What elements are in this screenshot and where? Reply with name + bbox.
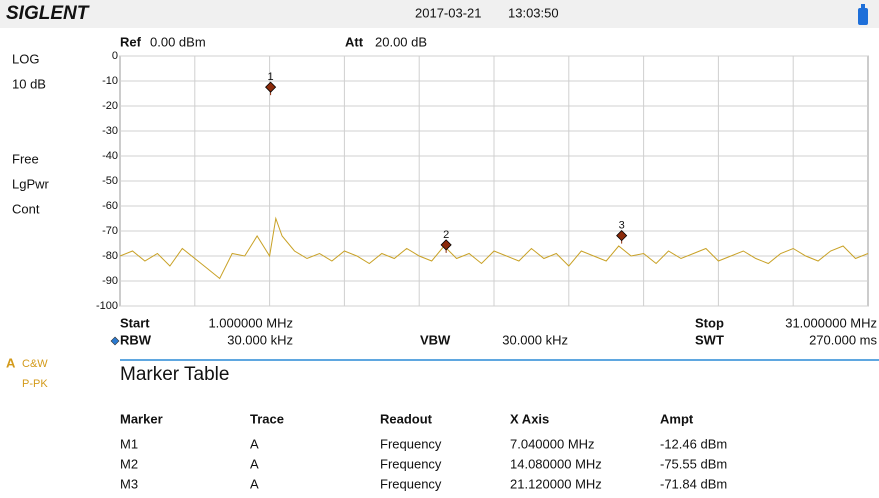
sweep: Cont bbox=[12, 201, 40, 216]
vbw-value: 30.000 kHz bbox=[502, 332, 568, 347]
marker-table: Marker Trace Readout X Axis Ampt M1 A Frequency… bbox=[120, 411, 727, 491]
ref-value: 0.00 dBm bbox=[150, 34, 206, 49]
rbw-value: 30.000 kHz bbox=[227, 332, 293, 347]
y-tick-label: -20 bbox=[102, 100, 118, 112]
column-header: Ampt bbox=[660, 411, 694, 426]
rbw-icon bbox=[110, 336, 120, 346]
table-cell: 14.080000 MHz bbox=[510, 456, 602, 471]
marker bbox=[440, 239, 452, 251]
column-header: X Axis bbox=[510, 411, 549, 426]
trace-id: A bbox=[6, 355, 16, 370]
column-header: Marker bbox=[120, 411, 163, 426]
swt-label: SWT bbox=[695, 332, 724, 347]
table-cell: M1 bbox=[120, 436, 138, 451]
free: Free bbox=[12, 151, 39, 166]
stop-label: Stop bbox=[695, 315, 724, 330]
start-value: 1.000000 MHz bbox=[208, 315, 293, 330]
table-cell: -12.46 dBm bbox=[660, 436, 727, 451]
att-label: Att bbox=[345, 34, 364, 49]
start-label: Start bbox=[120, 315, 150, 330]
marker bbox=[616, 230, 628, 242]
table-cell: Frequency bbox=[380, 456, 442, 471]
column-header: Trace bbox=[250, 411, 284, 426]
table-cell: Frequency bbox=[380, 476, 442, 491]
table-cell: M3 bbox=[120, 476, 138, 491]
date: 2017-03-21 bbox=[415, 5, 482, 20]
table-cell: -75.55 dBm bbox=[660, 456, 727, 471]
vbw-label: VBW bbox=[420, 332, 451, 347]
plot: 0 -10 -20 -30 -40 -50 -60 -70 -80 -90 -100 1 2 3 bbox=[96, 50, 869, 312]
trace-mode: C&W bbox=[22, 358, 48, 370]
table-cell: A bbox=[250, 436, 259, 451]
marker-table-title: Marker Table bbox=[120, 364, 229, 385]
marker-label: 1 bbox=[268, 71, 274, 83]
scale-div: 10 dB bbox=[12, 76, 46, 91]
table-cell: A bbox=[250, 476, 259, 491]
marker bbox=[265, 81, 277, 93]
y-tick-label: -60 bbox=[102, 200, 118, 212]
y-tick-label: 0 bbox=[112, 50, 118, 62]
battery-tip bbox=[861, 4, 865, 8]
y-tick-label: -30 bbox=[102, 125, 118, 137]
time: 13:03:50 bbox=[508, 5, 559, 20]
top-bar bbox=[0, 0, 879, 28]
brand: SIGLENT bbox=[6, 3, 90, 24]
att-value: 20.00 dB bbox=[375, 34, 427, 49]
y-tick-label: -10 bbox=[102, 75, 118, 87]
table-cell: M2 bbox=[120, 456, 138, 471]
trace bbox=[119, 216, 869, 280]
swt-value: 270.000 ms bbox=[809, 332, 877, 347]
table-cell: A bbox=[250, 456, 259, 471]
scale-type: LOG bbox=[12, 51, 39, 66]
table-cell: 21.120000 MHz bbox=[510, 476, 602, 491]
detector: LgPwr bbox=[12, 176, 50, 191]
y-tick-label: -100 bbox=[96, 300, 118, 312]
battery-icon bbox=[858, 8, 868, 25]
table-cell: 7.040000 MHz bbox=[510, 436, 595, 451]
y-tick-label: -80 bbox=[102, 250, 118, 262]
y-tick-label: -90 bbox=[102, 275, 118, 287]
trace-det: P-PK bbox=[22, 378, 48, 390]
column-header: Readout bbox=[380, 411, 433, 426]
table-cell: -71.84 dBm bbox=[660, 476, 727, 491]
y-tick-label: -50 bbox=[102, 175, 118, 187]
y-tick-label: -70 bbox=[102, 225, 118, 237]
marker-label: 2 bbox=[443, 229, 449, 241]
ref-label: Ref bbox=[120, 34, 142, 49]
table-cell: Frequency bbox=[380, 436, 442, 451]
stop-value: 31.000000 MHz bbox=[785, 315, 877, 330]
marker-label: 3 bbox=[619, 220, 625, 232]
y-tick-label: -40 bbox=[102, 150, 118, 162]
rbw-label: RBW bbox=[120, 332, 152, 347]
